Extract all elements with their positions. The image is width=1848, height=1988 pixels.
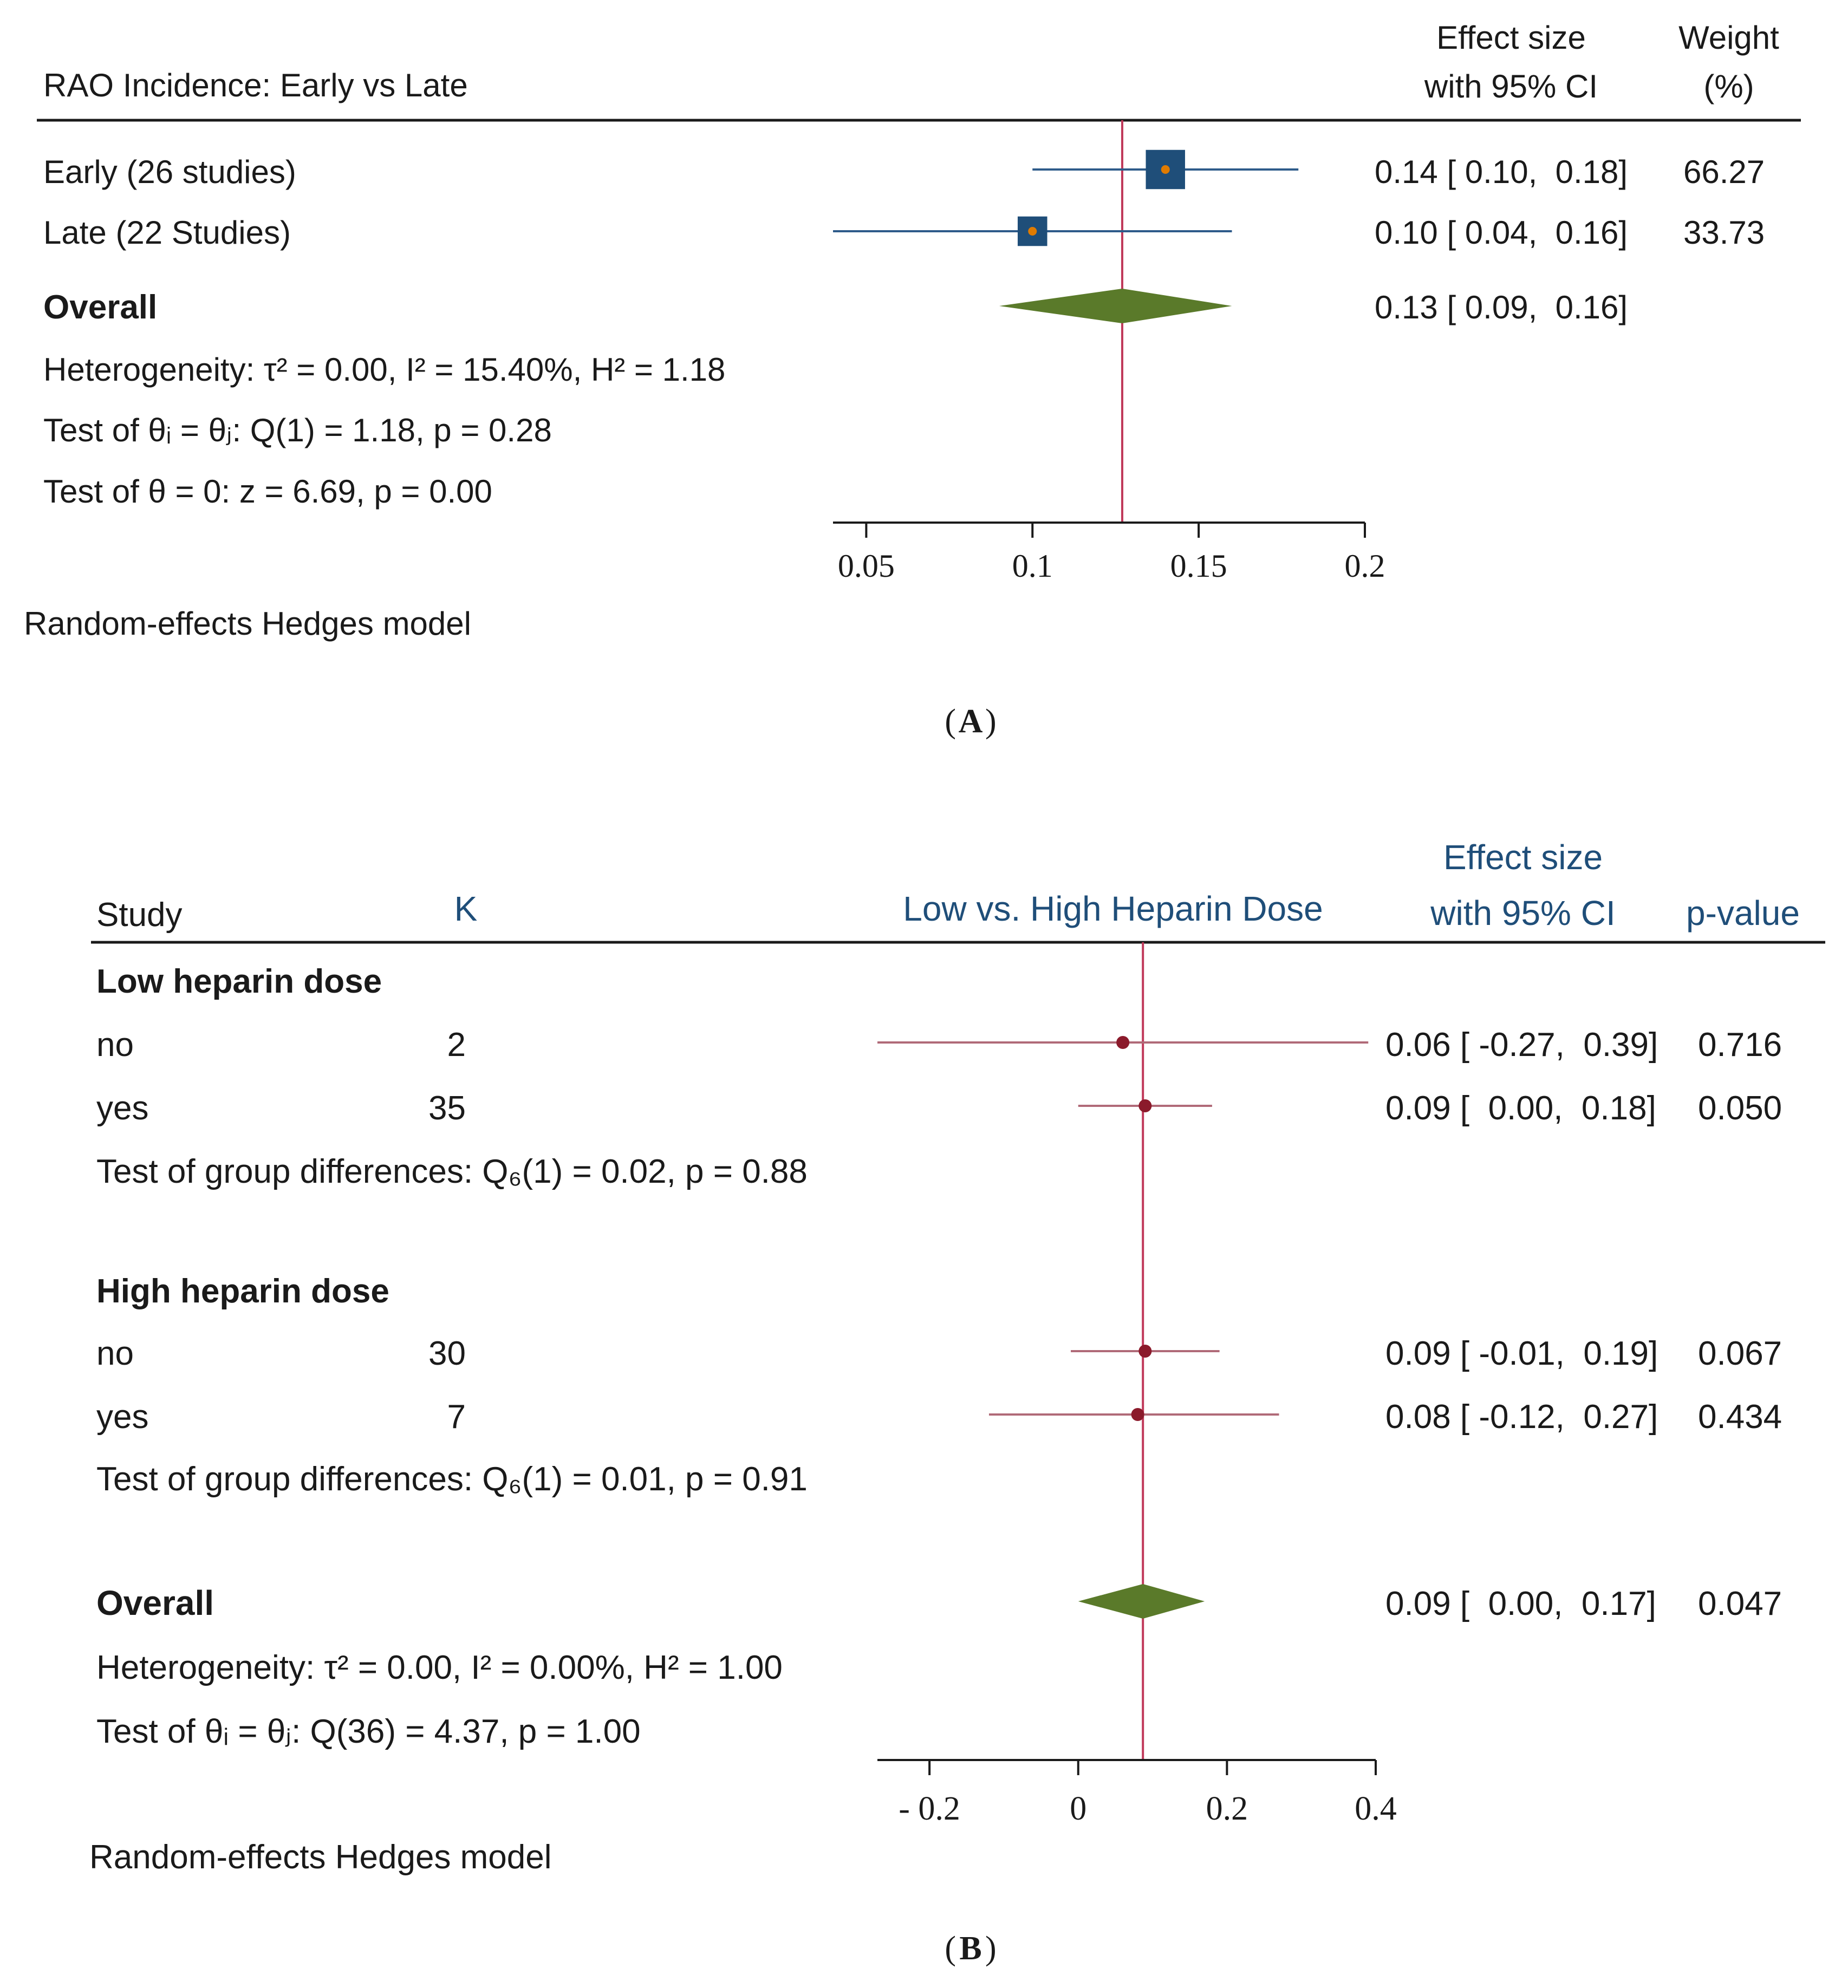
panel-b-effect-header-2: with 95% CI [1430,894,1615,933]
panel-b-overall-label: Overall [96,1583,214,1622]
panel-a-row-early-label: Early (26 studies) [43,154,296,190]
panel-b-low-no-effect: 0.06 [ -0.27, 0.39] [1385,1026,1658,1064]
panel-b-low-yes-effect: 0.09 [ 0.00, 0.18] [1385,1090,1656,1127]
panel-b-high-no-label: no [96,1335,134,1372]
panel-b-x-tick-label: 0 [1070,1790,1086,1827]
panel-b-low-group-test: Test of group differences: Q₆(1) = 0.02,… [96,1153,808,1190]
panel-b-low-no-label: no [96,1026,134,1064]
panel-b-group-high-title: High heparin dose [96,1273,389,1310]
panel-a-title: RAO Incidence: Early vs Late [43,67,468,103]
panel-a: RAO Incidence: Early vs Late Effect size… [24,19,1801,740]
panel-b-low-no-k: 2 [447,1026,466,1064]
panel-b-high-group-test: Test of group differences: Q₆(1) = 0.01,… [96,1461,808,1498]
panel-b-high-yes-p: 0.434 [1698,1398,1782,1436]
panel-b-point-low-yes [1138,1099,1152,1112]
panel-a-paren-open: ( [945,703,956,740]
panel-b: Study K Low vs. High Heparin Dose Effect… [89,838,1825,1967]
panel-b-overall-diamond [1078,1584,1205,1619]
panel-a-effect-header-1: Effect size [1436,19,1586,56]
panel-b-p-header: p-value [1686,894,1800,933]
panel-a-x-tick-label: 0.1 [1012,548,1053,584]
panel-b-high-yes-label: yes [96,1398,148,1436]
panel-a-heterogeneity: Heterogeneity: τ² = 0.00, I² = 15.40%, H… [43,351,725,388]
panel-a-row-late-effect: 0.10 [ 0.04, 0.16] [1375,214,1628,251]
panel-b-label: B [959,1930,981,1967]
panel-a-label: A [959,703,983,740]
panel-b-high-yes-k: 7 [447,1398,466,1436]
panel-b-k-header: K [454,889,478,928]
panel-b-point-high-yes [1131,1408,1144,1421]
panel-b-low-yes-p: 0.050 [1698,1090,1782,1127]
panel-a-overall-effect: 0.13 [ 0.09, 0.16] [1375,289,1628,325]
panel-a-overall-label: Overall [43,289,157,326]
panel-a-row-late-label: Late (22 Studies) [43,214,291,251]
panel-b-high-no-k: 30 [428,1335,466,1372]
panel-b-overall-effect: 0.09 [ 0.00, 0.17] [1385,1585,1656,1622]
panel-b-paren-open: ( [945,1930,956,1967]
panel-a-model-note: Random-effects Hedges model [24,605,471,642]
panel-a-effect-header-2: with 95% CI [1424,68,1598,105]
panel-a-marker-early-center [1161,165,1170,174]
panel-b-effect-header-1: Effect size [1443,838,1603,877]
panel-b-heterogeneity: Heterogeneity: τ² = 0.00, I² = 0.00%, H²… [96,1649,783,1686]
panel-b-overall-p: 0.047 [1698,1585,1782,1622]
panel-a-weight-header-2: (%) [1703,68,1754,105]
panel-b-plot-header: Low vs. High Heparin Dose [903,889,1323,928]
panel-b-x-tick-label: - 0.2 [899,1790,960,1827]
panel-b-paren-close: ) [985,1930,997,1967]
panel-b-q-test: Test of θᵢ = θⱼ: Q(36) = 4.37, p = 1.00 [96,1713,641,1750]
panel-b-point-high-no [1138,1345,1152,1358]
panel-b-low-no-p: 0.716 [1698,1026,1782,1064]
panel-a-paren-close: ) [985,703,997,740]
panel-a-weight-header-1: Weight [1678,19,1779,56]
panel-b-group-low-title: Low heparin dose [96,963,382,1000]
panel-a-overall-diamond [999,289,1232,323]
panel-b-low-yes-k: 35 [428,1090,466,1127]
panel-b-study-header: Study [96,896,183,934]
panel-a-x-tick-label: 0.15 [1170,548,1227,584]
panel-b-high-yes-effect: 0.08 [ -0.12, 0.27] [1385,1398,1658,1436]
panel-b-high-no-p: 0.067 [1698,1335,1782,1372]
panel-a-z-test: Test of θ = 0: z = 6.69, p = 0.00 [43,473,492,510]
panel-b-high-no-effect: 0.09 [ -0.01, 0.19] [1385,1335,1658,1372]
panel-a-x-tick-label: 0.2 [1345,548,1385,584]
panel-b-x-tick-label: 0.2 [1206,1790,1248,1827]
panel-b-model-note: Random-effects Hedges model [89,1839,552,1876]
panel-b-x-tick-label: 0.4 [1355,1790,1397,1827]
panel-a-row-early-effect: 0.14 [ 0.10, 0.18] [1375,154,1628,190]
panel-b-low-yes-label: yes [96,1090,148,1127]
panel-a-q-test: Test of θᵢ = θⱼ: Q(1) = 1.18, p = 0.28 [43,412,552,448]
panel-a-row-early-weight: 66.27 [1683,154,1765,190]
panel-a-marker-late-center [1028,227,1037,236]
panel-a-row-late-weight: 33.73 [1683,214,1765,251]
panel-a-x-tick-label: 0.05 [838,548,895,584]
panel-b-point-low-no [1116,1036,1130,1049]
